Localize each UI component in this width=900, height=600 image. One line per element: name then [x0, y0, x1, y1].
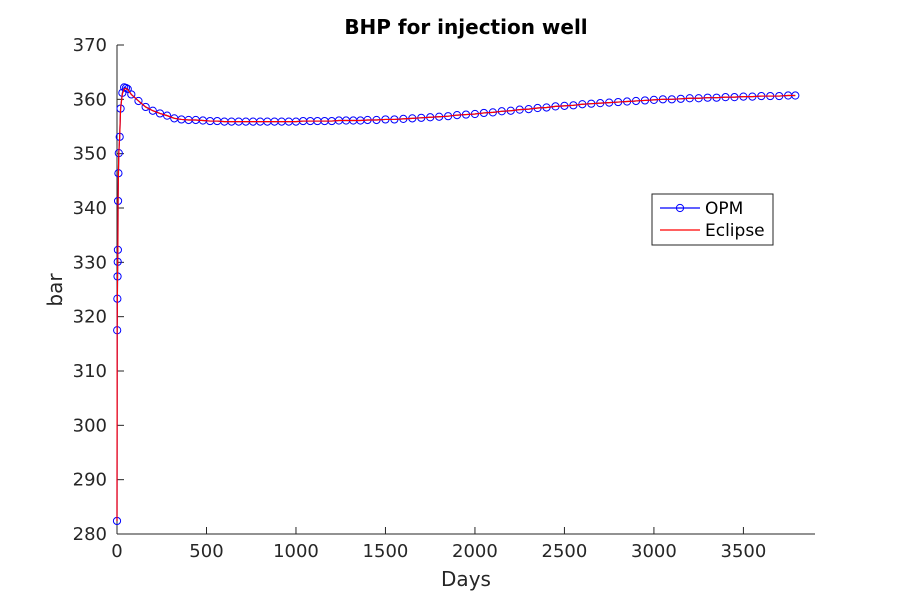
y-axis: 280 290 300 310 320 330 340 350 360 370 — [73, 35, 124, 545]
y-tick-label: 350 — [73, 144, 107, 165]
y-tick-label: 280 — [73, 524, 107, 545]
y-tick-label: 320 — [73, 307, 107, 328]
chart-title: BHP for injection well — [344, 15, 587, 39]
legend-box — [651, 193, 774, 246]
x-tick-label: 2500 — [542, 541, 588, 562]
eclipse-series-line — [116, 87, 796, 521]
x-tick-label: 1000 — [273, 541, 319, 562]
opm-point — [127, 90, 136, 99]
legend-eclipse-label: Eclipse — [705, 221, 765, 241]
x-tick-label: 0 — [111, 541, 122, 562]
x-tick-label: 2000 — [452, 541, 498, 562]
y-tick-label: 340 — [73, 198, 107, 219]
x-axis-label: Days — [441, 567, 491, 591]
opm-point — [121, 83, 131, 93]
opm-point — [148, 106, 157, 115]
opm-point — [163, 111, 172, 120]
opm-point — [155, 109, 165, 118]
opm-point — [141, 102, 150, 112]
y-tick-label: 330 — [73, 252, 107, 273]
y-tick-label: 310 — [73, 361, 107, 382]
x-tick-label: 500 — [189, 541, 223, 562]
legend-opm-label: OPM — [705, 199, 743, 219]
series-layer — [112, 83, 800, 526]
legend-opm-marker — [675, 203, 685, 213]
opm-point — [134, 96, 143, 106]
y-tick-label: 290 — [73, 470, 107, 491]
y-tick-label: 370 — [73, 35, 107, 56]
opm-series-line — [116, 86, 796, 521]
y-tick-label: 360 — [73, 89, 107, 110]
x-tick-label: 3000 — [631, 541, 677, 562]
y-tick-label: 300 — [73, 415, 107, 436]
x-axis: 0 500 1000 1500 2000 2500 3000 3500 — [111, 527, 766, 562]
y-axis-label: bar — [43, 273, 67, 307]
x-tick-label: 1500 — [363, 541, 409, 562]
x-tick-label: 3500 — [721, 541, 767, 562]
